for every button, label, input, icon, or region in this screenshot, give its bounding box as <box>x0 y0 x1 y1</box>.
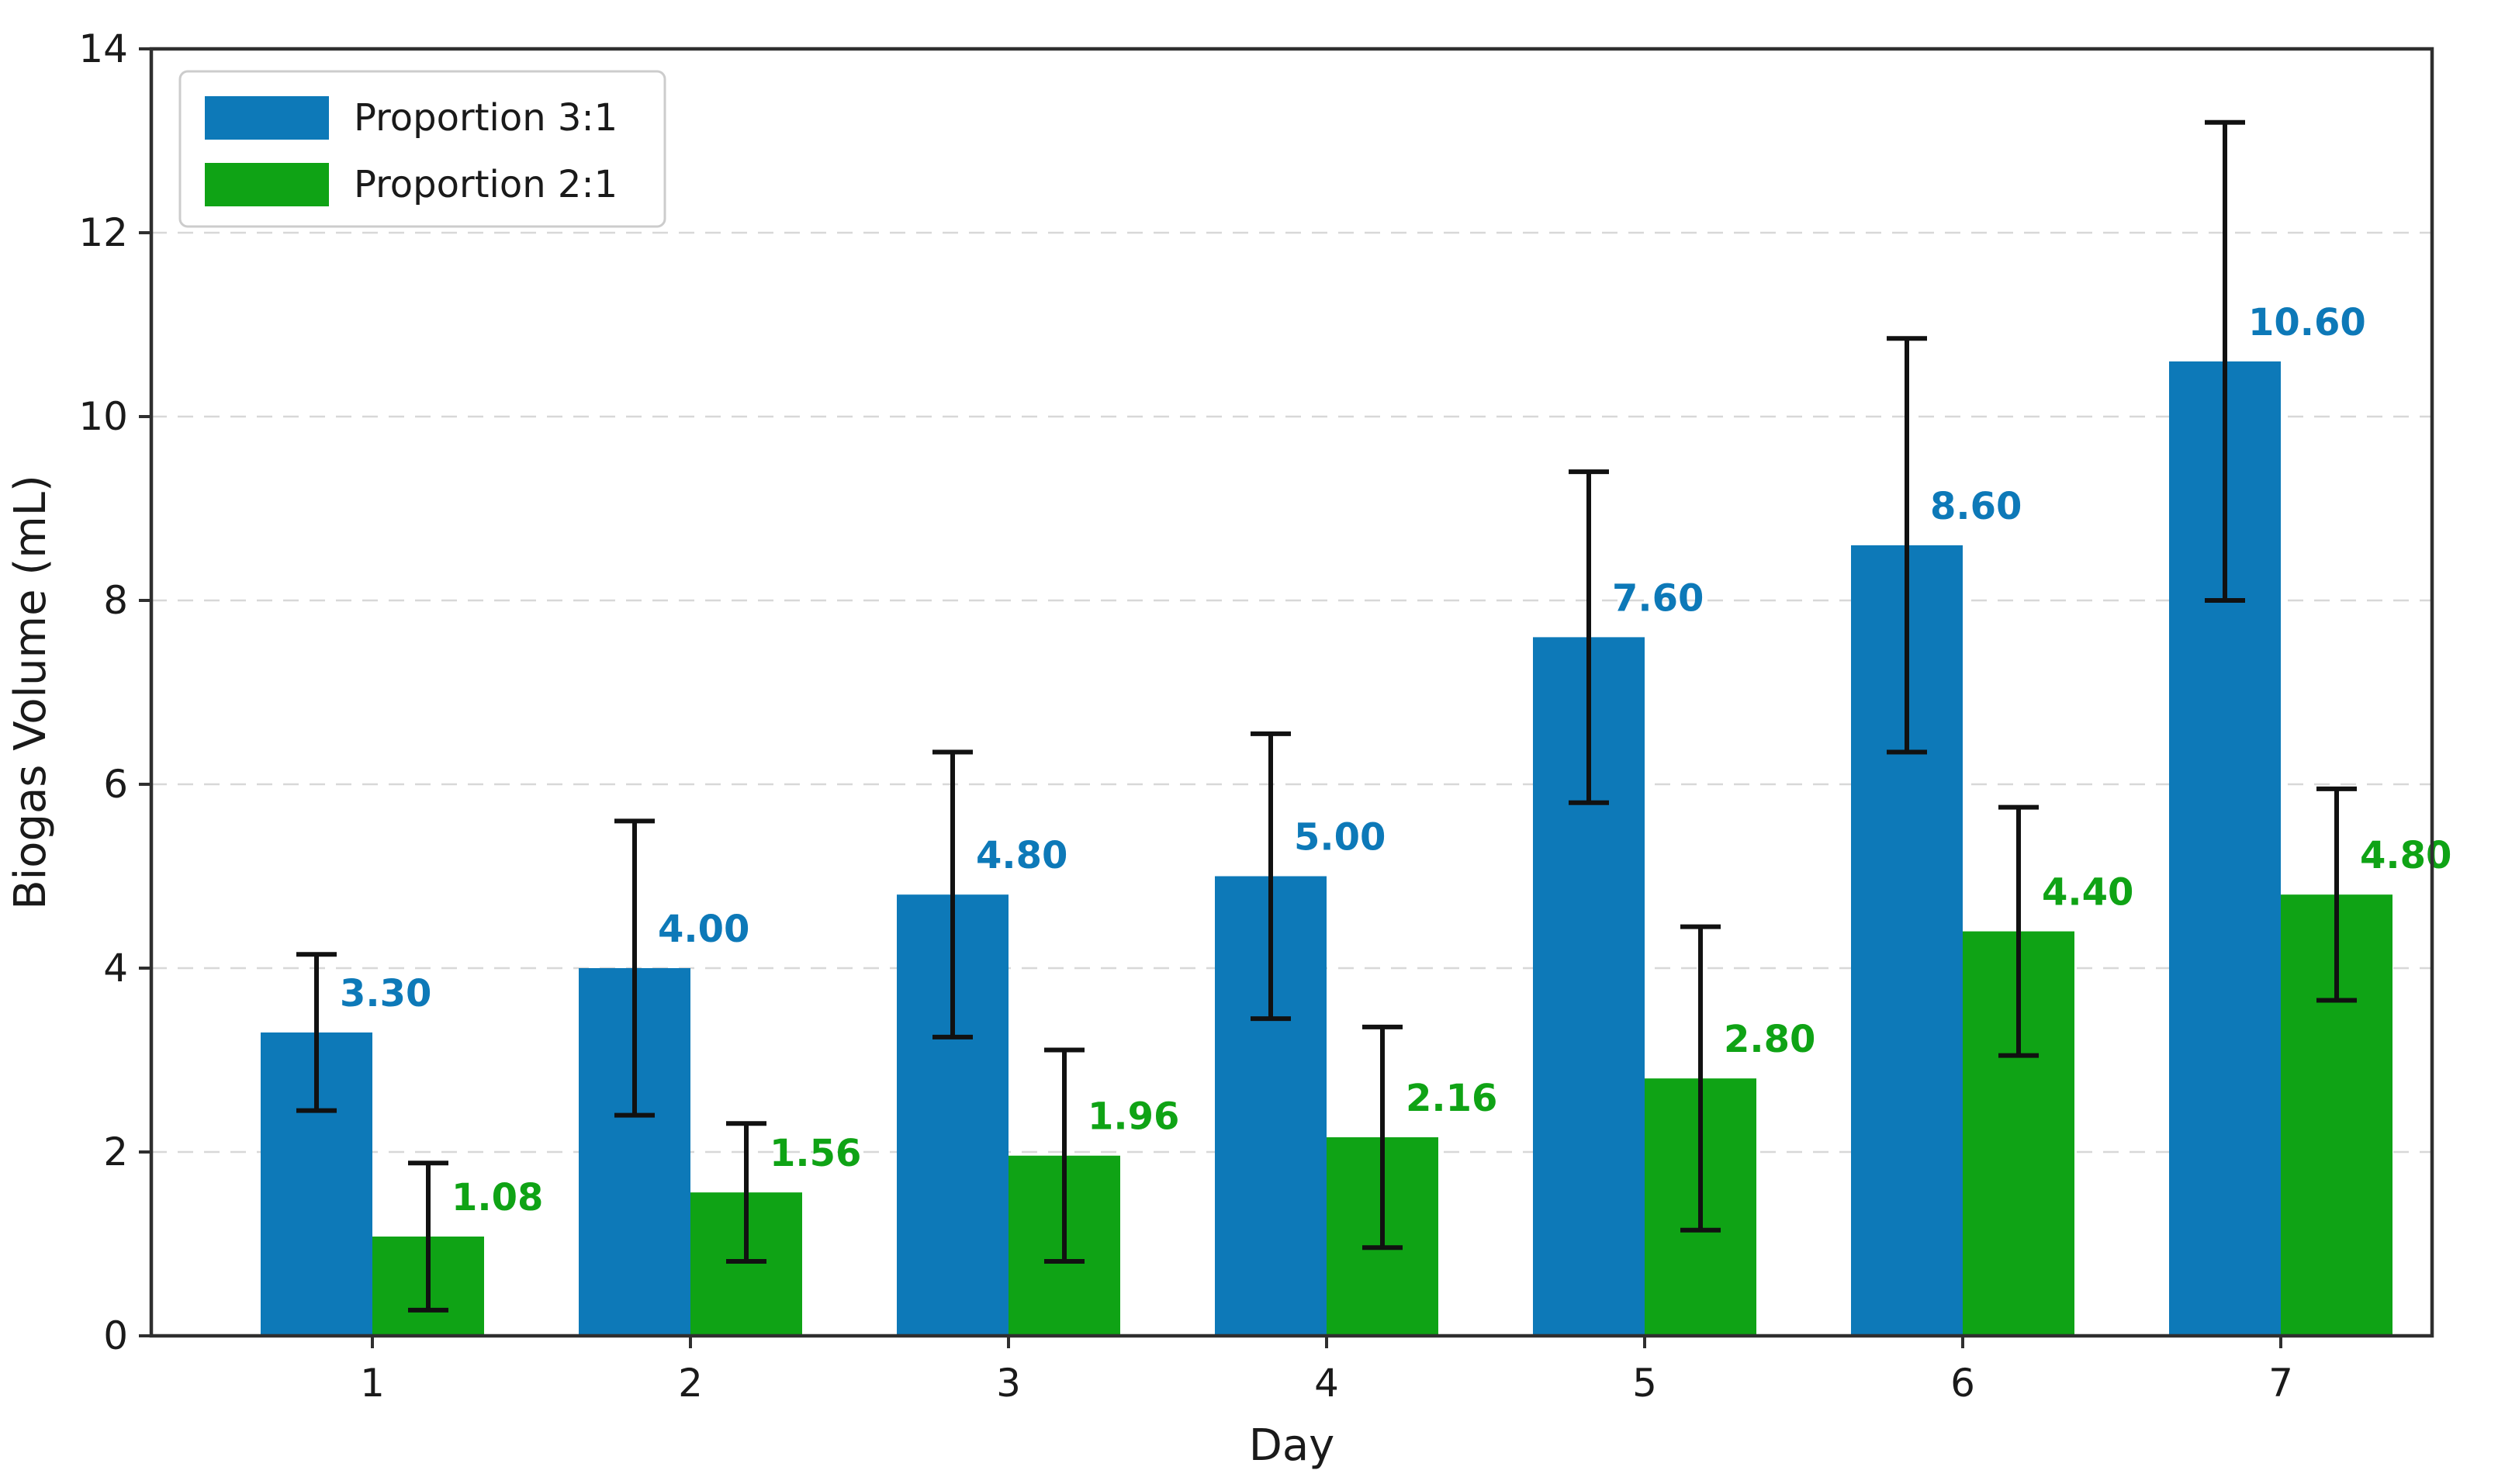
x-tick-label-7: 7 <box>2268 1361 2293 1406</box>
y-axis-title: Biogas Volume (mL) <box>5 475 56 910</box>
legend-item-prop2to1: Proportion 2:1 <box>205 163 618 206</box>
error-bar-day7-s2 <box>2316 786 2357 1003</box>
bar-value-label: 1.56 <box>770 1132 861 1175</box>
error-bar-day5-s1 <box>1569 469 1609 805</box>
error-bar-day3-s2 <box>1044 1047 1085 1264</box>
x-tick-label-6: 6 <box>1950 1361 1975 1406</box>
bar-value-label: 4.00 <box>658 908 749 951</box>
x-tick-label-3: 3 <box>996 1361 1021 1406</box>
error-bar-day3-s1 <box>932 749 973 1039</box>
bar-value-label: 2.16 <box>1406 1077 1497 1120</box>
error-bar-day1-s2 <box>408 1161 448 1313</box>
bar-value-label: 3.30 <box>340 972 431 1015</box>
legend: Proportion 3:1 Proportion 2:1 <box>178 70 666 228</box>
y-tick-label-8: 8 <box>103 578 128 623</box>
x-tick-label-1: 1 <box>360 1361 385 1406</box>
y-tick-label-2: 2 <box>103 1129 128 1174</box>
y-tick-label-4: 4 <box>103 946 128 991</box>
legend-swatch <box>205 163 329 206</box>
error-bar-day7-s1 <box>2205 119 2245 603</box>
bar-value-label: 1.96 <box>1088 1095 1179 1139</box>
bar-value-label: 1.08 <box>452 1176 543 1219</box>
error-bar-day2-s1 <box>614 818 655 1118</box>
x-tick-label-5: 5 <box>1632 1361 1657 1406</box>
error-bar-day1-s1 <box>296 952 337 1113</box>
bar-value-label: 5.00 <box>1294 816 1386 860</box>
legend-label: Proportion 2:1 <box>354 163 618 206</box>
error-bar-day4-s2 <box>1362 1024 1403 1251</box>
legend-label: Proportion 3:1 <box>354 96 618 140</box>
y-tick-label-14: 14 <box>78 26 128 71</box>
error-bar-day6-s2 <box>1998 804 2039 1058</box>
error-bar-day6-s1 <box>1887 336 1927 755</box>
bar-value-label: 4.80 <box>976 834 1067 877</box>
y-tick-label-0: 0 <box>103 1313 128 1358</box>
error-bar-day4-s1 <box>1251 731 1291 1022</box>
bar-value-label: 7.60 <box>1612 576 1704 620</box>
bars <box>261 361 2392 1336</box>
y-tick-label-6: 6 <box>103 762 128 807</box>
error-bar-day2-s2 <box>726 1121 766 1264</box>
x-axis-title: Day <box>1249 1420 1335 1471</box>
y-tick-label-12: 12 <box>78 210 128 255</box>
y-axis-ticks: 0 2 4 6 8 10 12 14 <box>78 26 151 1358</box>
plot-border <box>149 47 2434 1338</box>
bar-value-label: 2.80 <box>1724 1018 1815 1061</box>
bar-value-label: 8.60 <box>1930 485 2022 528</box>
x-axis-ticks: 1 2 3 4 5 6 7 <box>360 1336 2293 1406</box>
error-bars <box>296 119 2357 1313</box>
value-labels: 3.30 4.00 4.80 5.00 7.60 8.60 10.60 1.08 1.56 1.9… <box>340 301 2451 1219</box>
legend-item-prop3to1: Proportion 3:1 <box>205 96 618 140</box>
error-bar-day5-s2 <box>1680 924 1721 1233</box>
x-tick-label-2: 2 <box>678 1361 703 1406</box>
bar-value-label: 4.80 <box>2360 834 2451 877</box>
bar-value-label: 10.60 <box>2248 301 2366 344</box>
y-tick-label-10: 10 <box>78 394 128 439</box>
legend-swatch <box>205 96 329 140</box>
x-tick-label-4: 4 <box>1314 1361 1339 1406</box>
bar-value-label: 4.40 <box>2042 871 2133 915</box>
